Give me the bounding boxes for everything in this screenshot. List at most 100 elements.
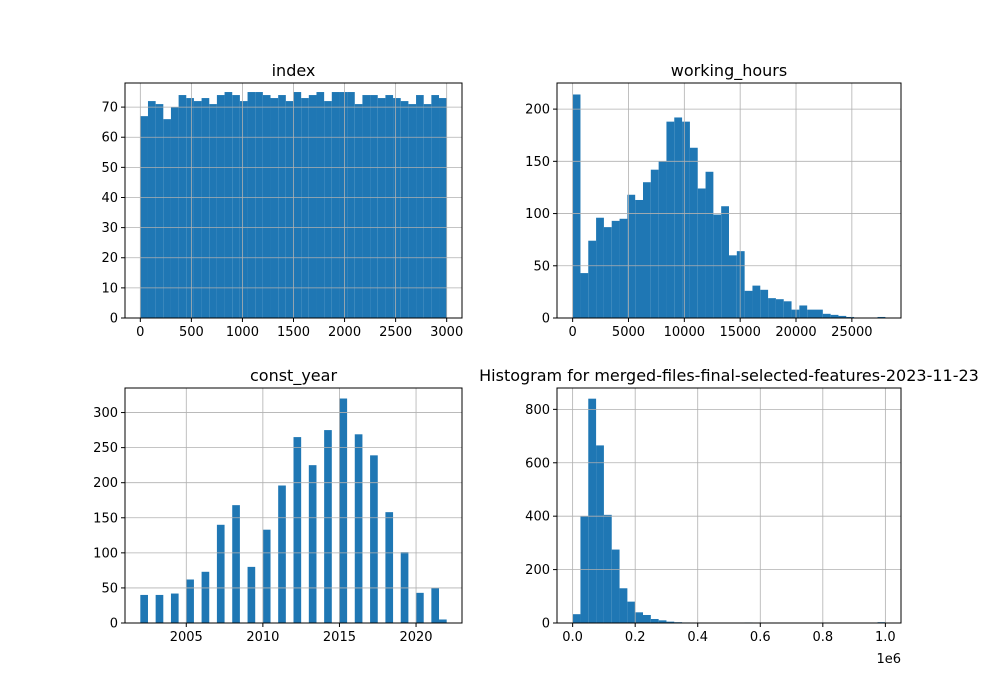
histogram-bar [650, 618, 659, 623]
subplot-title: const_year [250, 366, 337, 386]
x-tick-label: 0.2 [625, 630, 646, 645]
histogram-bar [370, 455, 378, 623]
histogram-bar [216, 524, 225, 623]
x-tick-label: 20000 [775, 325, 816, 340]
y-tick-label: 150 [525, 155, 550, 170]
histogram-bar [186, 579, 194, 623]
histogram-bar [627, 194, 636, 318]
histogram-bar [393, 98, 401, 318]
histogram-bar [744, 290, 753, 318]
x-tick-label: 0.6 [750, 630, 771, 645]
histogram-bar [339, 92, 348, 318]
histogram-bar [232, 95, 240, 318]
histogram-bar [247, 92, 256, 318]
histogram-bar [431, 587, 440, 623]
histogram-bar [611, 220, 620, 318]
histogram-bar [285, 101, 294, 318]
histogram-bar [278, 95, 286, 318]
histogram-bar [791, 309, 800, 318]
histogram-bar [170, 593, 179, 623]
histogram-bar [347, 92, 355, 318]
histogram-bar [362, 95, 371, 318]
histogram-bar [324, 430, 332, 623]
histogram-bar [262, 95, 271, 318]
histogram-bar [308, 465, 317, 623]
histogram-bar [201, 571, 210, 623]
histogram-bar [416, 95, 424, 318]
histogram-bar [658, 161, 667, 318]
histogram-bar [301, 98, 309, 318]
y-tick-label: 400 [525, 510, 550, 525]
histogram-bar [799, 305, 808, 318]
axes-frame [124, 387, 463, 624]
histogram-bar [439, 619, 447, 623]
y-tick-label: 0 [110, 312, 118, 327]
histogram-bar [729, 255, 737, 318]
x-tick-label: 0.8 [812, 630, 833, 645]
histogram-bar [247, 566, 256, 623]
histogram-bar [643, 182, 651, 318]
y-tick-label: 40 [101, 191, 118, 206]
y-tick-label: 70 [101, 101, 118, 116]
histogram-bar [580, 273, 589, 318]
histogram-bar [846, 316, 855, 318]
histogram-bar [270, 98, 279, 318]
histogram-bar [354, 434, 363, 623]
x-tick-label: 2020 [399, 630, 432, 645]
histogram-bar [588, 398, 597, 623]
histogram-bar [760, 289, 769, 318]
y-tick-label: 50 [101, 161, 118, 176]
y-tick-label: 200 [525, 103, 550, 118]
histogram-bar [619, 588, 628, 623]
histogram-bar [170, 107, 179, 318]
y-tick-label: 100 [93, 546, 118, 561]
y-tick-label: 600 [525, 456, 550, 471]
histogram-bar [619, 218, 628, 318]
y-tick-label: 300 [93, 406, 118, 421]
histogram-bar [822, 313, 831, 318]
histogram-bar [201, 98, 210, 318]
y-tick-label: 150 [93, 511, 118, 526]
y-tick-label: 50 [101, 581, 118, 596]
histogram-bar [416, 592, 424, 623]
x-tick-label: 1.0 [875, 630, 896, 645]
x-tick-label: 2000 [328, 325, 361, 340]
histogram-bar [572, 614, 581, 623]
subplot-3: 2005 2010 2015 2020 0 50 100 150 200 250 300 const_… [93, 366, 463, 645]
x-tick-label: 3000 [430, 325, 463, 340]
histogram-bar [627, 601, 636, 623]
histogram-bar [262, 529, 271, 623]
histogram-bar [611, 549, 620, 623]
histogram-bar [838, 315, 847, 318]
histogram-bar [178, 95, 187, 318]
histogram-bar [588, 240, 597, 318]
histogram-bar [705, 171, 714, 318]
axes-frame [556, 82, 902, 319]
histogram-bar [682, 121, 690, 318]
x-tick-label: 0 [568, 325, 576, 340]
y-tick-label: 10 [101, 281, 118, 296]
x-tick-label: 2005 [170, 630, 203, 645]
histogram-bar [752, 285, 761, 318]
histogram-bar [431, 95, 440, 318]
histogram-bar [224, 92, 233, 318]
x-tick-label: 5000 [612, 325, 645, 340]
histogram-bar [721, 206, 729, 318]
x-tick-label: 0 [136, 325, 144, 340]
x-axis-offset-label: 1e6 [876, 652, 901, 667]
histogram-bar [635, 612, 643, 623]
histogram-bar [423, 104, 432, 318]
histogram-bar [339, 398, 348, 623]
y-tick-label: 0 [542, 312, 550, 327]
histogram-bar [439, 98, 447, 318]
histogram-bar [278, 485, 286, 623]
histogram-bar [775, 299, 784, 318]
y-tick-label: 60 [101, 131, 118, 146]
subplot-title: index [272, 61, 316, 80]
histogram-bar [140, 116, 148, 318]
y-tick-label: 200 [525, 563, 550, 578]
histogram-bar [650, 169, 659, 318]
y-tick-label: 800 [525, 403, 550, 418]
histogram-bar [186, 98, 194, 318]
x-tick-label: 10000 [664, 325, 705, 340]
